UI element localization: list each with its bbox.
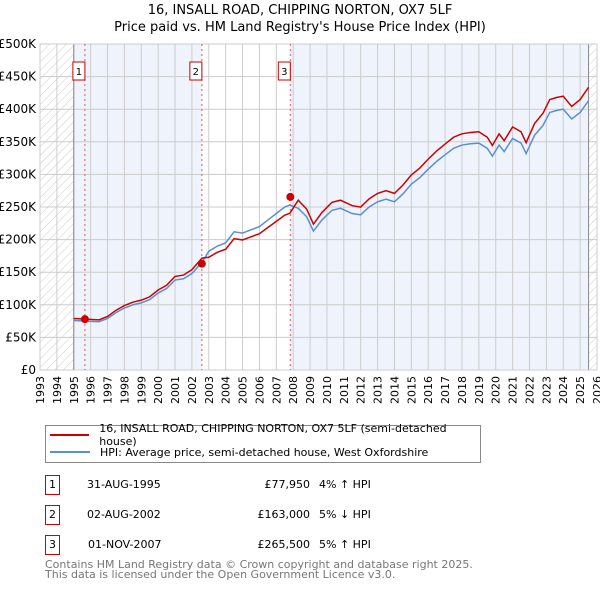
plot-frame xyxy=(39,43,598,371)
footer-licence: This data is licensed under the Open Gov… xyxy=(45,568,396,581)
x-tick-label: 1998 xyxy=(118,376,131,404)
x-tick-label: 2010 xyxy=(321,376,334,404)
marker-badge: 3 xyxy=(45,535,60,555)
sale-marker-label: 2 xyxy=(193,67,199,78)
sale-point xyxy=(197,259,206,268)
y-tick-label: £100K xyxy=(0,298,37,312)
hpi-diff: 4% ↑ HPI xyxy=(319,478,371,491)
sale-marker-label: 3 xyxy=(281,67,287,78)
sale-marker-label: 1 xyxy=(76,67,82,78)
sale-point xyxy=(286,192,295,201)
y-tick-label: £400K xyxy=(0,102,37,116)
x-tick-label: 2003 xyxy=(203,376,216,404)
legend-label-hpi: HPI: Average price, semi-detached house,… xyxy=(100,445,429,459)
legend-item-hpi: HPI: Average price, semi-detached house,… xyxy=(50,444,428,460)
x-tick-label: 2019 xyxy=(473,376,486,404)
sale-price: £163,000 xyxy=(257,508,311,521)
x-tick-label: 2022 xyxy=(523,376,536,404)
x-tick-label: 2020 xyxy=(490,376,503,404)
x-tick-label: 1999 xyxy=(135,376,148,404)
sale-marker-box xyxy=(277,61,291,81)
x-tick-label: 2023 xyxy=(540,376,553,404)
transaction-row: 1 31-AUG-1995 £77,950 4% ↑ HPI xyxy=(45,475,445,495)
y-tick-label: £50K xyxy=(5,330,37,344)
x-tick-label: 1996 xyxy=(85,376,98,404)
x-tick-label: 2014 xyxy=(388,376,401,404)
hpi-diff: 5% ↑ HPI xyxy=(319,538,371,551)
x-tick-label: 2016 xyxy=(422,376,435,404)
sale-price: £265,500 xyxy=(257,538,311,551)
x-tick-label: 2008 xyxy=(287,376,300,404)
footer-copyright: Contains HM Land Registry data © Crown c… xyxy=(45,558,473,571)
y-tick-label: £150K xyxy=(0,265,37,279)
x-tick-label: 1997 xyxy=(102,376,115,404)
x-tick-label: 2009 xyxy=(304,376,317,404)
x-tick-label: 2024 xyxy=(557,376,570,404)
x-tick-label: 2002 xyxy=(186,376,199,404)
marker-badge: 1 xyxy=(45,475,60,495)
legend-swatch-red xyxy=(50,434,90,436)
x-tick-label: 2007 xyxy=(270,376,283,404)
x-tick-label: 1995 xyxy=(68,376,81,404)
hpi-line xyxy=(73,100,590,323)
x-tick-label: 2011 xyxy=(338,376,351,404)
x-tick-label: 2013 xyxy=(372,376,385,404)
x-tick-label: 2000 xyxy=(152,376,165,404)
x-tick-label: 2005 xyxy=(237,376,250,404)
y-tick-label: £350K xyxy=(0,135,37,149)
chart-title: 16, INSALL ROAD, CHIPPING NORTON, OX7 5L… xyxy=(147,3,453,18)
x-tick-label: 2004 xyxy=(220,376,233,404)
x-tick-label: 1994 xyxy=(51,376,64,404)
x-tick-label: 2025 xyxy=(574,376,587,404)
footer: Contains HM Land Registry data © Crown c… xyxy=(45,558,473,581)
legend-swatch-blue xyxy=(50,451,90,453)
sale-date: 02-AUG-2002 xyxy=(87,508,161,521)
x-tick-label: 2026 xyxy=(591,376,600,404)
sale-date: 31-AUG-1995 xyxy=(87,478,161,491)
x-tick-label: 2015 xyxy=(405,376,418,404)
price-paid-line xyxy=(73,86,590,321)
legend-item-price: 16, INSALL ROAD, CHIPPING NORTON, OX7 5L… xyxy=(50,422,480,448)
sale-marker-box xyxy=(72,61,86,81)
legend-label-price: 16, INSALL ROAD, CHIPPING NORTON, OX7 5L… xyxy=(99,422,447,448)
x-tick-label: 2017 xyxy=(439,376,452,404)
transaction-row: 3 01-NOV-2007 £265,500 5% ↑ HPI xyxy=(45,535,445,555)
y-tick-label: £300K xyxy=(0,167,37,181)
y-tick-label: £0 xyxy=(21,363,36,377)
transaction-row: 2 02-AUG-2002 £163,000 5% ↓ HPI xyxy=(45,505,445,525)
sale-marker-box xyxy=(189,61,203,81)
y-tick-label: £500K xyxy=(0,37,37,51)
x-tick-label: 2001 xyxy=(169,376,182,404)
x-tick-label: 2012 xyxy=(355,376,368,404)
sale-date: 01-NOV-2007 xyxy=(88,538,162,551)
x-tick-label: 2018 xyxy=(456,376,469,404)
x-tick-label: 2021 xyxy=(507,376,520,404)
sale-price: £77,950 xyxy=(264,478,311,491)
chart-svg: 1993 1994 1995 1996 1997 1998 1999 2000 2001 2002… xyxy=(0,37,600,404)
x-tick-label: 1993 xyxy=(34,376,47,404)
hpi-diff: 5% ↓ HPI xyxy=(319,508,371,521)
chart-subtitle: Price paid vs. HM Land Registry's House … xyxy=(114,20,486,35)
legend: 16, INSALL ROAD, CHIPPING NORTON, OX7 5L… xyxy=(45,422,481,463)
sale-point xyxy=(80,315,89,324)
marker-badge: 2 xyxy=(45,505,60,525)
y-tick-label: £200K xyxy=(0,233,37,247)
y-tick-label: £250K xyxy=(0,200,37,214)
y-tick-label: £450K xyxy=(0,70,37,84)
x-tick-label: 2006 xyxy=(253,376,266,404)
